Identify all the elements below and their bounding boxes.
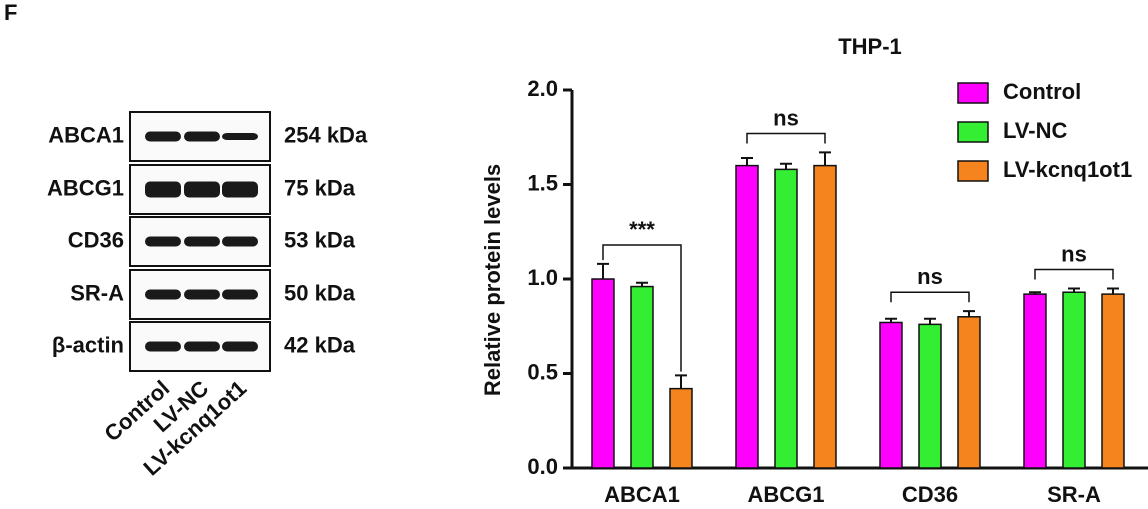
y-axis-label: Relative protein levels bbox=[480, 164, 505, 396]
error-bar bbox=[1029, 291, 1041, 295]
blot-band bbox=[222, 181, 258, 198]
protein-label: ABCG1 bbox=[47, 175, 124, 200]
blot-band bbox=[145, 181, 181, 198]
y-tick-label: 1.0 bbox=[527, 265, 558, 290]
blot-band bbox=[184, 131, 220, 142]
significance-label: ns bbox=[773, 105, 799, 130]
legend-swatch bbox=[957, 82, 989, 104]
blot-band bbox=[184, 341, 220, 352]
bar bbox=[591, 278, 615, 469]
bar bbox=[1062, 291, 1086, 469]
blot-band bbox=[145, 341, 181, 352]
blot-band bbox=[222, 236, 258, 247]
size-label: 42 kDa bbox=[284, 332, 356, 357]
size-label: 254 kDa bbox=[284, 122, 368, 147]
y-tick-label: 0.5 bbox=[527, 359, 558, 384]
legend-label: LV-NC bbox=[1003, 118, 1067, 143]
significance-bracket bbox=[890, 291, 970, 303]
error-bar bbox=[1107, 287, 1119, 295]
bar bbox=[735, 164, 759, 469]
error-bar bbox=[597, 262, 609, 279]
blot-band bbox=[222, 289, 258, 300]
error-bar bbox=[1068, 287, 1080, 293]
x-tick-label: ABCA1 bbox=[604, 482, 680, 507]
bar bbox=[957, 316, 981, 469]
bar bbox=[669, 387, 693, 469]
x-tick-label: ABCG1 bbox=[747, 482, 824, 507]
panel-label: F bbox=[4, 0, 17, 25]
error-bar bbox=[741, 157, 753, 166]
significance-label: *** bbox=[629, 217, 655, 242]
blot-band bbox=[145, 236, 181, 247]
blot-band bbox=[184, 236, 220, 247]
error-bar bbox=[780, 162, 792, 170]
significance-bracket bbox=[746, 132, 826, 144]
size-label: 53 kDa bbox=[284, 227, 356, 252]
protein-label: ABCA1 bbox=[48, 122, 124, 147]
significance-bracket bbox=[1034, 268, 1114, 280]
significance-bracket bbox=[602, 244, 682, 372]
bar bbox=[630, 285, 654, 469]
error-bar bbox=[885, 317, 897, 323]
bar bbox=[918, 323, 942, 469]
chart-title: THP-1 bbox=[838, 34, 902, 59]
bar bbox=[1023, 293, 1047, 469]
error-bar bbox=[675, 374, 687, 389]
error-bar bbox=[963, 310, 975, 317]
significance-label: ns bbox=[917, 264, 943, 289]
protein-label: CD36 bbox=[68, 227, 124, 252]
legend-swatch bbox=[957, 160, 989, 182]
legend-swatch bbox=[957, 121, 989, 143]
size-label: 50 kDa bbox=[284, 280, 356, 305]
bar bbox=[1101, 293, 1125, 469]
error-bar bbox=[924, 317, 936, 325]
blot-band bbox=[145, 131, 181, 142]
y-tick-label: 0.0 bbox=[527, 454, 558, 479]
legend-label: LV-kcnq1ot1 bbox=[1003, 157, 1132, 182]
size-label: 75 kDa bbox=[284, 175, 356, 200]
error-bar bbox=[636, 281, 648, 287]
x-tick-label: SR-A bbox=[1047, 482, 1101, 507]
y-tick-label: 1.5 bbox=[527, 170, 558, 195]
blot-band bbox=[222, 341, 258, 352]
error-bar bbox=[819, 151, 831, 166]
y-tick-label: 2.0 bbox=[527, 76, 558, 101]
blot-band bbox=[184, 289, 220, 300]
protein-label: β-actin bbox=[52, 332, 124, 357]
protein-label: SR-A bbox=[70, 280, 124, 305]
x-tick-label: CD36 bbox=[902, 482, 958, 507]
blot-band bbox=[184, 181, 220, 198]
legend-label: Control bbox=[1003, 79, 1081, 104]
significance-label: ns bbox=[1061, 241, 1087, 266]
bar bbox=[813, 164, 837, 469]
bar bbox=[774, 168, 798, 469]
blot-band bbox=[145, 289, 181, 300]
blot-band bbox=[222, 133, 258, 140]
bar bbox=[879, 321, 903, 469]
